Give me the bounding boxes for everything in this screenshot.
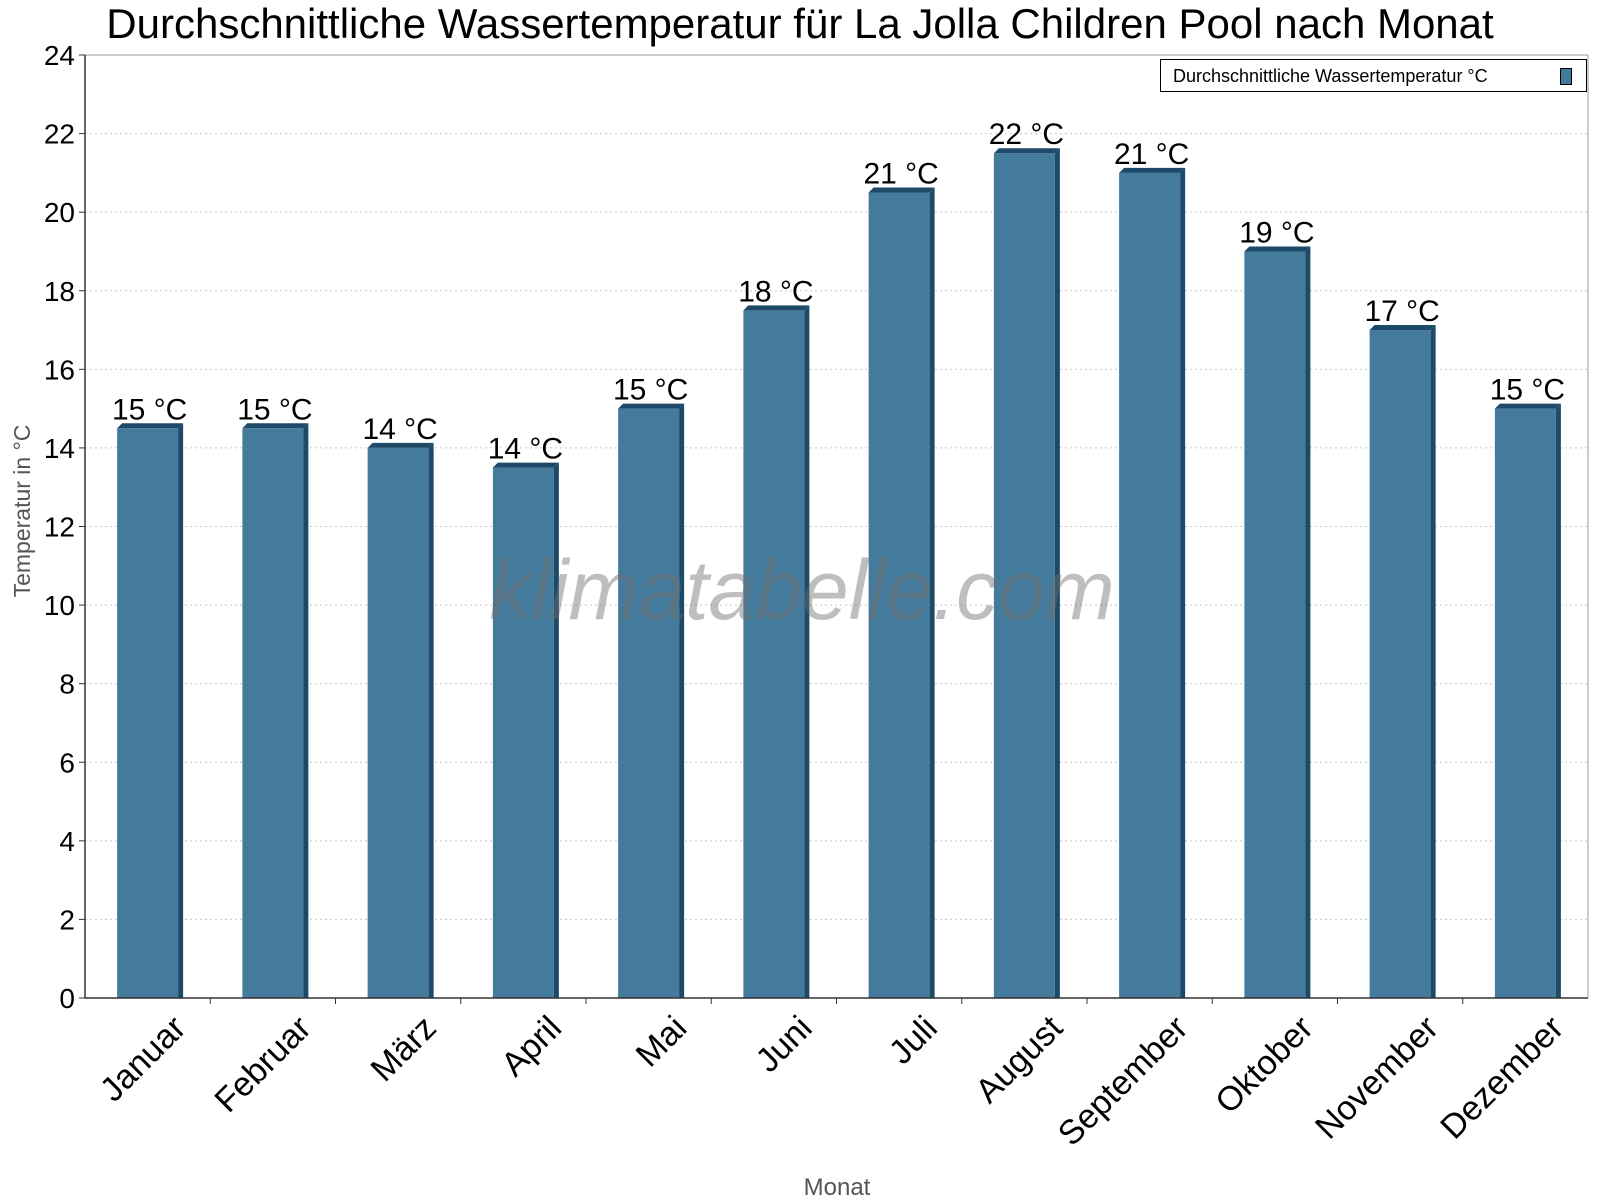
bar-top: [618, 403, 685, 409]
data-label: 14 °C: [488, 433, 563, 466]
data-label: 21 °C: [863, 158, 938, 191]
bar: [1494, 408, 1556, 998]
data-labels: 15 °C 15 °C 14 °C 14 °C 15 °C 18 °C 21 °C 22 °C…: [112, 118, 1565, 465]
bar-side: [1054, 148, 1060, 998]
x-tick-label: Oktober: [1208, 1009, 1320, 1121]
y-tick-label: 18: [44, 276, 75, 307]
data-label: 15 °C: [112, 393, 187, 426]
y-axis-label: Temperatur in °C: [9, 425, 35, 598]
x-tick-label: September: [1051, 1009, 1195, 1153]
bar-top: [1494, 403, 1561, 409]
x-tick-label: Dezember: [1433, 1009, 1571, 1147]
bar: [492, 467, 554, 998]
bar-side: [1430, 325, 1436, 999]
gridlines: [85, 133, 1588, 920]
x-tick-label: August: [968, 1008, 1070, 1110]
bar: [1244, 251, 1306, 999]
x-tick-label: Juli: [882, 1009, 945, 1072]
x-tick-label: März: [363, 1009, 443, 1089]
y-tick-label: 24: [44, 40, 75, 71]
bar-side: [1305, 246, 1311, 999]
chart-title: Durchschnittliche Wassertemperatur für L…: [106, 0, 1494, 47]
y-tick-label: 20: [44, 197, 75, 228]
bar-top: [1369, 325, 1436, 331]
y-tick-label: 12: [44, 512, 75, 543]
bar: [618, 408, 680, 998]
bar-top: [868, 187, 935, 193]
y-tick-label: 14: [44, 433, 75, 464]
bars: [117, 148, 1561, 999]
bar: [1369, 330, 1431, 999]
y-tick-label: 8: [59, 669, 75, 700]
bar-top: [1244, 246, 1311, 252]
y-tick-label: 2: [59, 904, 75, 935]
bar-side: [178, 423, 184, 998]
y-tick-label: 16: [44, 354, 75, 385]
data-label: 15 °C: [613, 374, 688, 407]
bar: [242, 428, 304, 998]
bar: [743, 310, 805, 998]
bar-top: [743, 305, 810, 311]
y-tick-label: 0: [59, 983, 75, 1014]
bar: [868, 192, 930, 999]
data-label: 18 °C: [738, 275, 813, 308]
x-tick-label: Januar: [93, 1009, 193, 1109]
bar-side: [1180, 167, 1186, 998]
legend-swatch: [1560, 68, 1572, 85]
y-tick-label: 4: [59, 826, 75, 857]
x-tick-label: Juni: [749, 1009, 820, 1080]
legend-label: Durchschnittliche Wassertemperatur °C: [1173, 66, 1488, 86]
bar-side: [553, 462, 559, 998]
data-label: 14 °C: [362, 413, 437, 446]
bar-top: [1119, 167, 1186, 173]
x-tick-label: Mai: [629, 1009, 695, 1075]
data-label: 15 °C: [237, 393, 312, 426]
data-label: 19 °C: [1239, 216, 1314, 249]
bar-side: [1555, 403, 1561, 998]
y-tick-label: 10: [44, 590, 75, 621]
bar: [117, 428, 179, 998]
bar-side: [428, 442, 434, 999]
bar: [1119, 172, 1181, 998]
y-tick-label: 22: [44, 119, 75, 150]
x-tick-label: November: [1308, 1009, 1446, 1147]
bar-side: [303, 423, 309, 998]
data-label: 17 °C: [1364, 295, 1439, 328]
watermark: klimatabelle.com: [489, 543, 1115, 637]
data-label: 15 °C: [1490, 374, 1565, 407]
bar-side: [929, 187, 935, 999]
bar-top: [492, 462, 559, 468]
x-tick-label: Februar: [207, 1009, 318, 1120]
bar-side: [679, 403, 685, 998]
bar-top: [993, 148, 1060, 154]
bar-side: [804, 305, 810, 998]
bar: [367, 447, 429, 999]
legend: Durchschnittliche Wassertemperatur °C: [1160, 59, 1587, 92]
data-label: 22 °C: [989, 118, 1064, 151]
x-axis-label: Monat: [804, 1174, 871, 1200]
bar-top: [367, 442, 434, 448]
data-label: 21 °C: [1114, 138, 1189, 171]
bar-top: [117, 423, 184, 429]
x-tick-label: April: [494, 1009, 569, 1084]
y-tick-label: 6: [59, 747, 75, 778]
bar: [993, 153, 1055, 998]
bar-top: [242, 423, 309, 429]
